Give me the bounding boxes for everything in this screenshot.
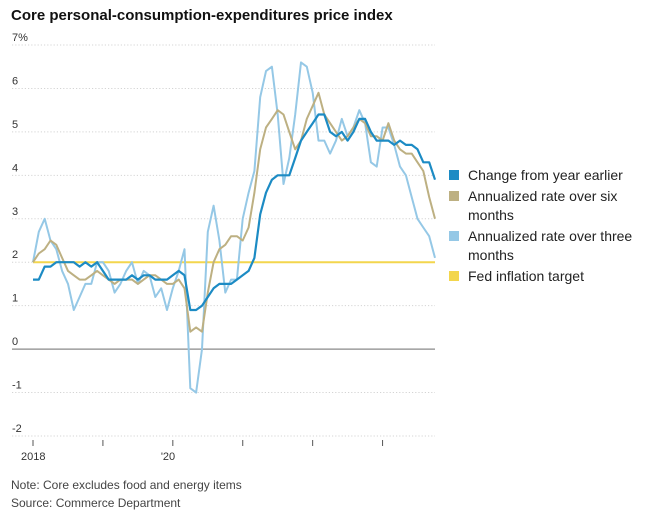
chart-plot-area: 7% 6 5 4 3 2 1 0 -1 -2 2018 '20 [12,32,437,463]
legend-swatch [449,191,459,201]
legend-swatch [449,170,459,180]
series-three-months [32,61,436,394]
legend-swatch [449,271,459,281]
legend-label: Fed inflation target [468,268,584,284]
y-tick-label: 0 [12,336,18,348]
legend-item-year-earlier: Change from year earlier [449,166,649,185]
series-six-months [32,91,436,333]
x-tick-label: 2018 [21,451,45,463]
y-tick-label: 3 [12,206,18,218]
legend: Change from year earlier Annualized rate… [449,166,649,288]
legend-label: Annualized rate over six months [468,188,618,223]
series-lines [32,61,437,394]
chart-title: Core personal-consumption-expenditures p… [11,7,393,24]
y-tick-label: 1 [12,293,18,305]
x-axis: 2018 '20 [21,440,384,463]
gridlines [12,44,435,437]
x-tick-label: '20 [161,451,175,463]
chart-notes: Note: Core excludes food and energy item… [11,476,242,512]
legend-item-three-months: Annualized rate over three months [449,227,649,265]
y-tick-label: 7% [12,32,28,44]
y-tick-label: 6 [12,75,18,87]
note-text: Note: Core excludes food and energy item… [11,478,242,492]
y-tick-label: 2 [12,249,18,261]
y-tick-label: 4 [12,162,18,174]
legend-swatch [449,231,459,241]
series-year-earlier [33,113,437,312]
legend-label: Annualized rate over three months [468,228,633,263]
legend-label: Change from year earlier [468,167,623,183]
source-text: Source: Commerce Department [11,496,181,510]
y-tick-label: 5 [12,119,18,131]
legend-item-fed-target: Fed inflation target [449,267,649,286]
y-tick-label: -1 [12,380,22,392]
y-axis-ticks: 7% 6 5 4 3 2 1 0 -1 -2 [12,32,28,435]
y-tick-label: -2 [12,423,22,435]
legend-item-six-months: Annualized rate over six months [449,187,649,225]
